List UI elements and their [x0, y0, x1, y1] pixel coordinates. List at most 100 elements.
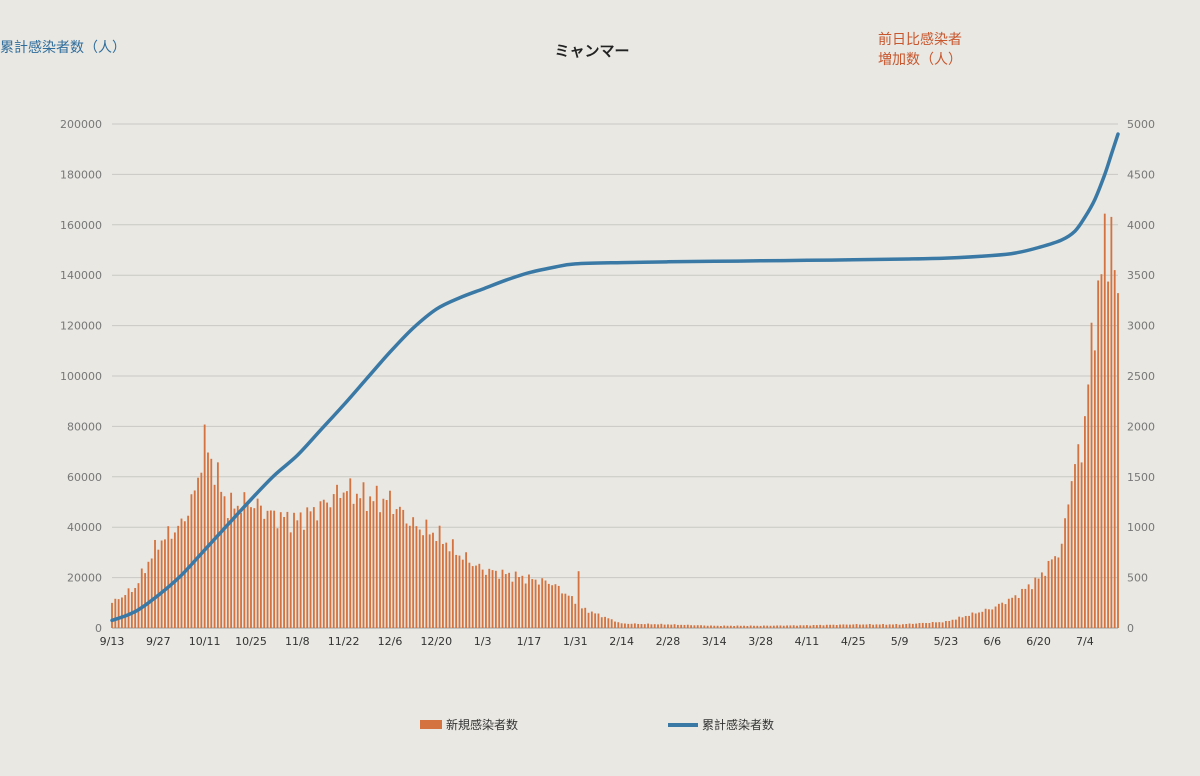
daily-cases-bar: [604, 616, 606, 628]
daily-cases-bar: [203, 424, 206, 628]
daily-cases-bar: [786, 625, 788, 628]
daily-cases-bar: [1087, 384, 1090, 628]
daily-cases-bar: [620, 623, 623, 628]
daily-cases-bar: [756, 625, 759, 628]
daily-cases-bar: [468, 562, 471, 628]
daily-cases-bar: [706, 625, 709, 628]
daily-cases-bar: [398, 506, 401, 628]
x-axis-tick-label: 10/25: [235, 635, 267, 648]
daily-cases-bar: [223, 496, 226, 628]
right-axis-tick-label: 2500: [1127, 370, 1155, 383]
daily-cases-bar: [117, 599, 120, 628]
right-axis-tick-label: 5000: [1127, 118, 1155, 131]
daily-cases-bar: [309, 511, 312, 628]
daily-cases-bar: [1107, 281, 1109, 628]
daily-cases-bar: [312, 507, 315, 628]
daily-cases-bar: [600, 617, 603, 628]
daily-cases-bar: [1001, 602, 1004, 628]
daily-cases-bar: [432, 532, 434, 628]
x-axis-tick-label: 4/25: [841, 635, 866, 648]
daily-cases-bar: [676, 624, 679, 628]
daily-cases-bar: [753, 625, 755, 628]
daily-cases-bar: [779, 625, 782, 628]
daily-cases-bar: [680, 624, 683, 628]
daily-cases-bar: [945, 621, 947, 628]
daily-cases-bar: [425, 519, 428, 628]
daily-cases-bar: [951, 619, 954, 628]
daily-cases-bar: [802, 625, 805, 628]
daily-cases-bar: [551, 585, 554, 628]
daily-cases-bar: [769, 625, 772, 628]
daily-cases-bar: [1004, 604, 1007, 628]
daily-cases-bar: [197, 477, 199, 628]
daily-cases-bar: [488, 568, 491, 628]
daily-cases-bar: [326, 502, 329, 628]
x-axis-tick-label: 3/14: [702, 635, 727, 648]
left-axis-tick-label: 200000: [60, 118, 102, 131]
daily-cases-bar: [719, 625, 722, 628]
daily-cases-bar: [541, 578, 544, 628]
daily-cases-bar: [716, 625, 719, 628]
daily-cases-bar: [243, 492, 246, 628]
daily-cases-bar: [1077, 444, 1080, 628]
daily-cases-bar: [858, 624, 861, 628]
daily-cases-bar: [908, 623, 911, 628]
daily-cases-bar: [723, 625, 726, 628]
daily-cases-bar: [339, 497, 342, 628]
daily-cases-bar: [346, 491, 348, 628]
daily-cases-bar: [822, 625, 825, 628]
x-axis-tick-label: 3/28: [748, 635, 773, 648]
daily-cases-bar: [915, 623, 918, 628]
daily-cases-bar: [405, 523, 408, 628]
daily-cases-bar: [594, 613, 597, 628]
daily-cases-bar: [574, 603, 577, 628]
daily-cases-bar: [683, 624, 686, 628]
daily-cases-bar: [872, 624, 875, 628]
daily-cases-bar: [1080, 462, 1083, 628]
daily-cases-bar: [544, 580, 547, 628]
daily-cases-bar: [1014, 595, 1017, 628]
right-axis-tick-label: 1000: [1127, 521, 1155, 534]
daily-cases-bar: [144, 573, 146, 628]
left-axis-tick-label: 160000: [60, 219, 102, 232]
daily-cases-bar: [408, 525, 411, 628]
daily-cases-bar: [1093, 350, 1096, 628]
daily-cases-bar: [491, 570, 494, 628]
daily-cases-bar: [137, 583, 140, 628]
daily-cases-bar: [418, 529, 421, 628]
daily-cases-bar: [375, 485, 378, 628]
daily-cases-bar: [435, 541, 438, 628]
daily-cases-bar: [392, 514, 395, 628]
daily-cases-bar: [322, 499, 325, 628]
daily-cases-bar: [478, 563, 481, 628]
daily-cases-bar: [154, 539, 156, 628]
daily-cases-bar: [279, 512, 282, 628]
daily-cases-bar: [283, 516, 285, 628]
daily-cases-bar: [130, 591, 133, 628]
daily-cases-bar: [849, 624, 851, 628]
daily-cases-bar: [855, 624, 858, 628]
daily-cases-bar: [878, 624, 881, 628]
daily-cases-bar: [121, 597, 123, 628]
daily-cases-bar: [395, 509, 398, 628]
daily-cases-bar: [614, 621, 616, 628]
daily-cases-bar: [213, 484, 216, 628]
right-axis-tick-label: 0: [1127, 622, 1134, 635]
x-axis-tick-label: 9/13: [100, 635, 125, 648]
daily-cases-bar: [1070, 481, 1073, 628]
daily-cases-bar: [736, 625, 739, 628]
daily-cases-bar: [289, 532, 292, 628]
daily-cases-bar: [1064, 518, 1066, 628]
daily-cases-bar: [577, 571, 580, 628]
daily-cases-bar: [445, 542, 448, 628]
left-axis-tick-label: 80000: [67, 420, 102, 433]
daily-cases-bar: [1021, 588, 1023, 628]
daily-cases-bar: [511, 581, 514, 628]
daily-cases-bar: [465, 552, 467, 628]
x-axis-tick-label: 1/31: [563, 635, 588, 648]
daily-cases-bar: [931, 622, 934, 628]
daily-cases-bar: [134, 587, 137, 628]
daily-cases-bar: [829, 624, 832, 628]
daily-cases-bar: [703, 625, 706, 628]
daily-cases-bar: [332, 494, 335, 628]
